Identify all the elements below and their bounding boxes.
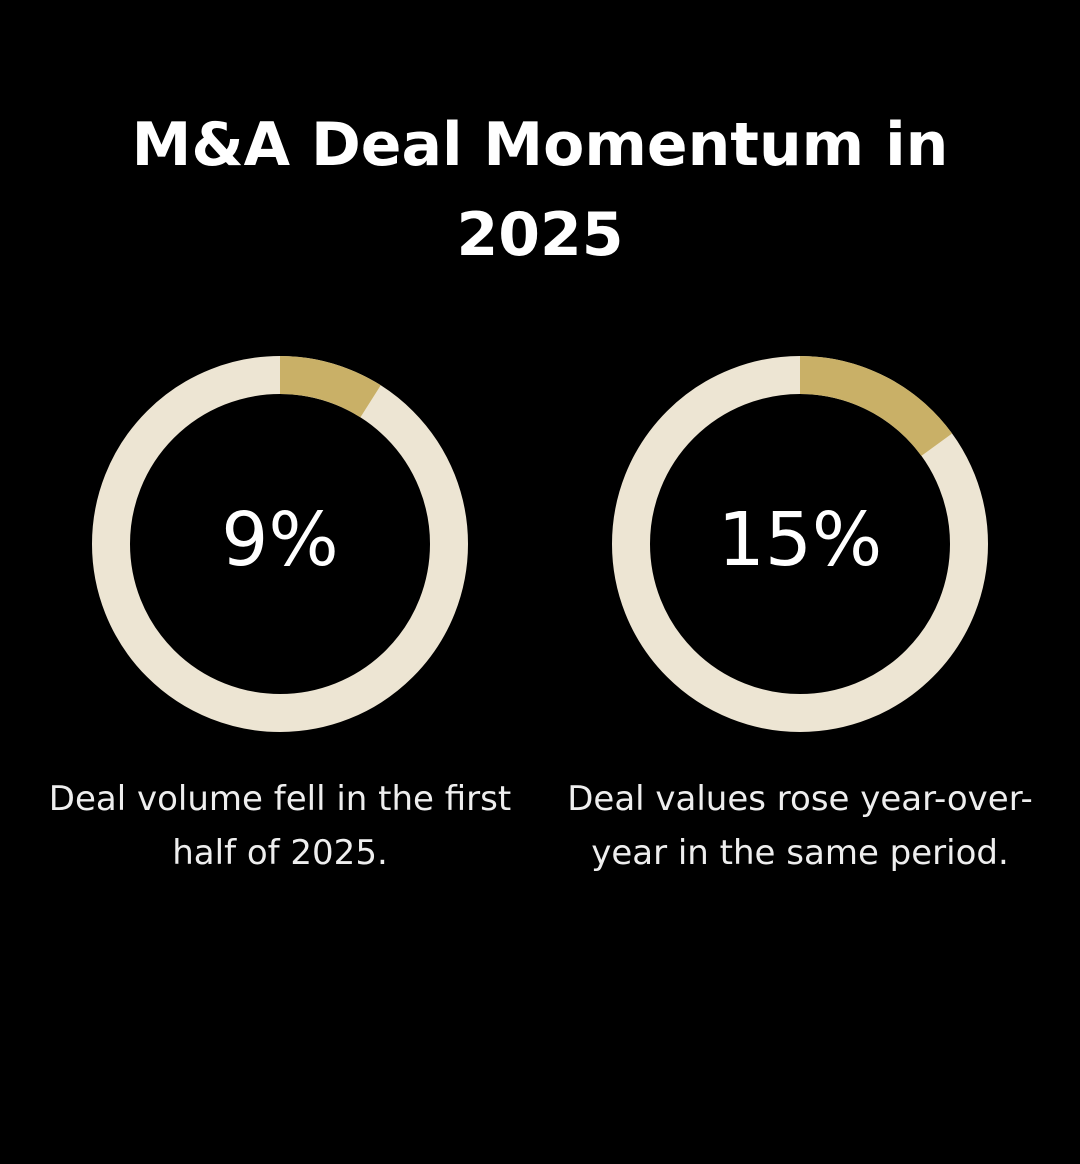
caption: Deal volume fell in the first half of 20… xyxy=(48,779,512,873)
value-label: 9% xyxy=(221,497,338,583)
title: M&A Deal Momentum in 2025 xyxy=(131,110,949,270)
donut-arc xyxy=(799,356,953,457)
value-label: 15% xyxy=(718,497,882,583)
donut-arc xyxy=(279,356,381,418)
caption: Deal values rose year-over-year in the s… xyxy=(567,779,1033,873)
